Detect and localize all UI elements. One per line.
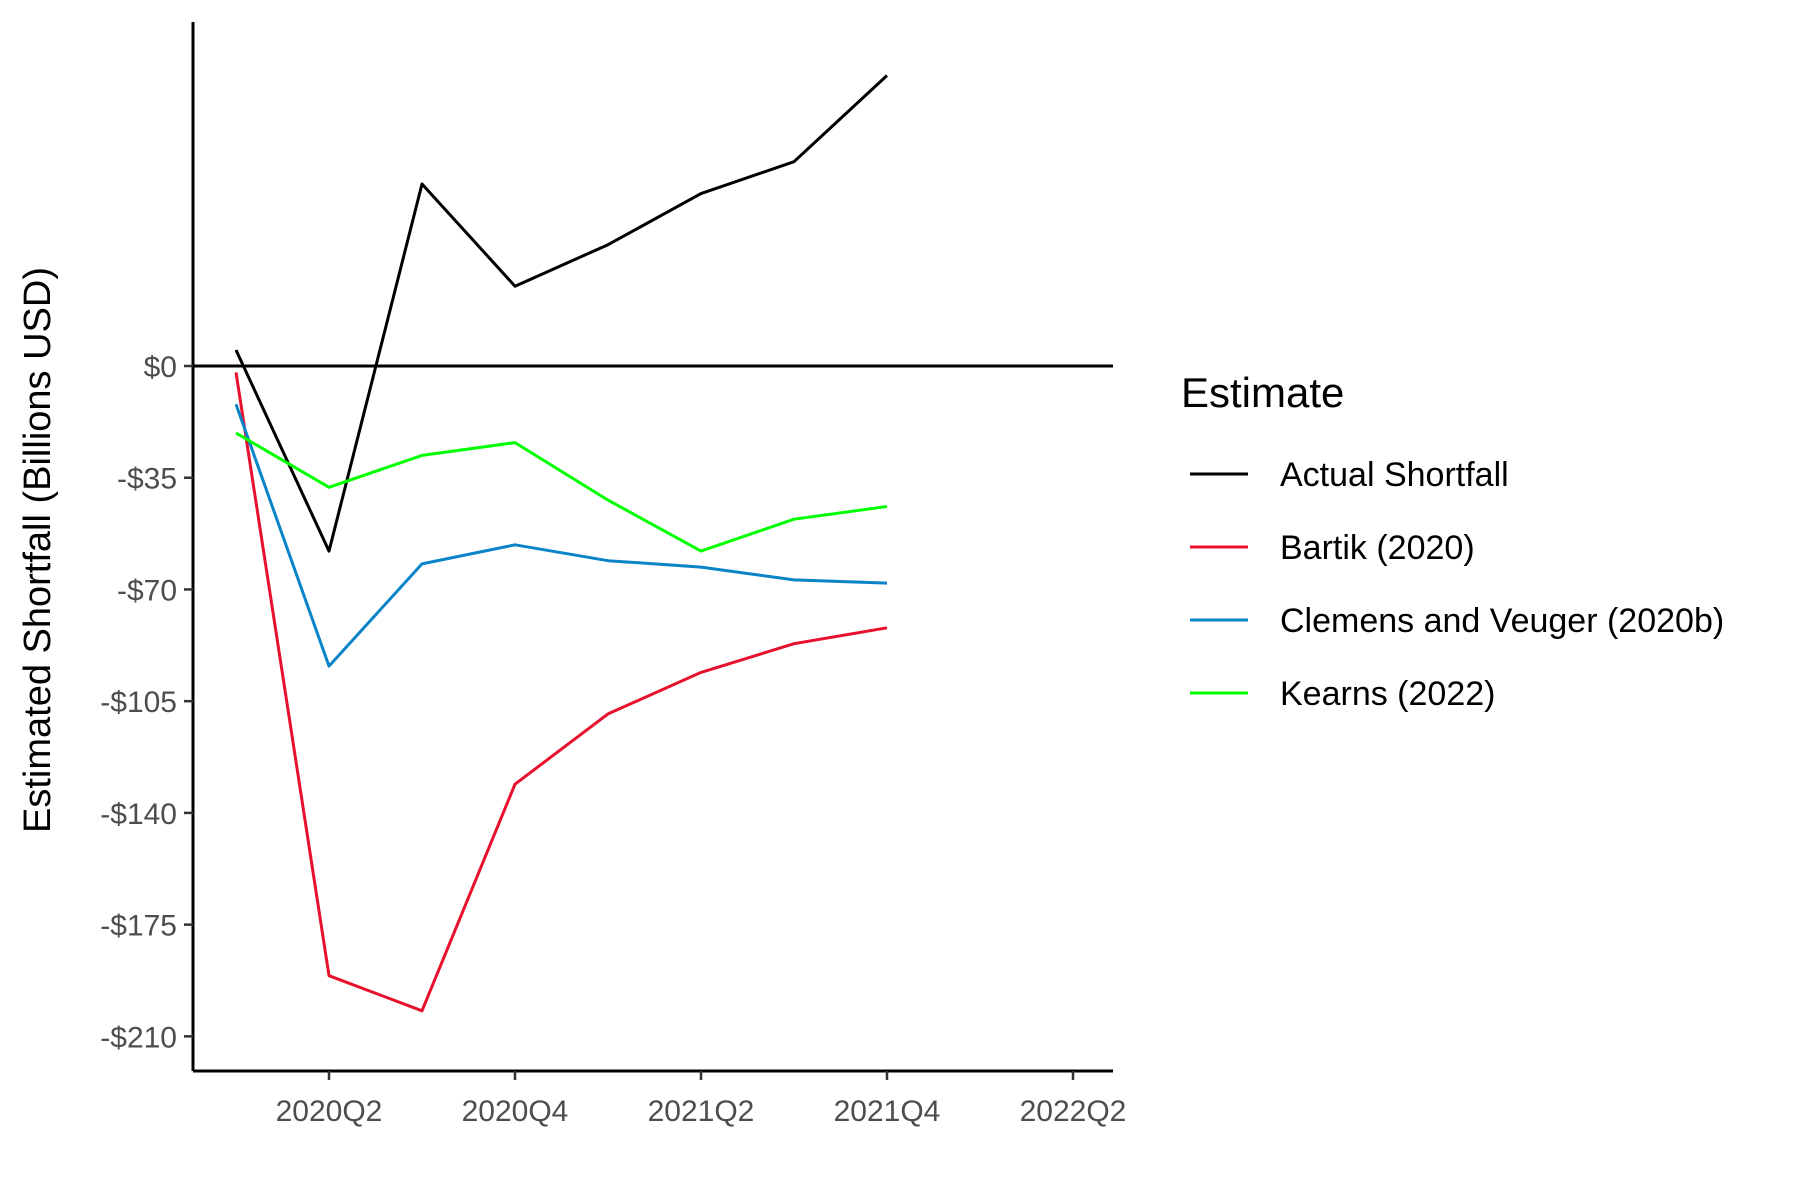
legend-title: Estimate (1181, 369, 1344, 416)
y-tick-label: -$35 (117, 463, 177, 496)
legend-label: Bartik (2020) (1280, 529, 1475, 567)
y-tick-label: $0 (144, 351, 177, 384)
x-axis: 2020Q2 2020Q4 2021Q2 2021Q4 2022Q2 (193, 1069, 1127, 1128)
y-tick-label: -$70 (117, 574, 177, 607)
x-tick-label: 2020Q4 (462, 1095, 569, 1128)
legend-label: Kearns (2022) (1280, 675, 1495, 713)
y-tick-label: -$210 (100, 1021, 177, 1054)
y-tick-label: -$140 (100, 798, 177, 831)
x-tick-label: 2022Q2 (1020, 1095, 1127, 1128)
x-tick-label: 2021Q2 (648, 1095, 755, 1128)
x-tick-label: 2020Q2 (276, 1095, 383, 1128)
legend: Estimate Actual Shortfall Bartik (2020) Cl… (1181, 369, 1724, 713)
series-line-bartik-2020 (234, 372, 888, 1013)
series-line-clemens-and-veuger-2020b (234, 403, 888, 668)
y-tick-label: -$105 (100, 686, 177, 719)
legend-label: Clemens and Veuger (2020b) (1280, 602, 1724, 640)
x-tick-label: 2021Q4 (834, 1095, 941, 1128)
legend-label: Actual Shortfall (1280, 456, 1509, 494)
y-axis-title: Estimated Shortfall (Billions USD) (17, 267, 59, 833)
series-line-kearns-2022 (235, 431, 888, 553)
series-lines (234, 74, 889, 1013)
y-axis: $0 -$35 -$70 -$105 -$140 -$175 -$210 (100, 22, 195, 1071)
series-line-actual-shortfall (234, 74, 889, 553)
y-tick-label: -$175 (100, 910, 177, 943)
